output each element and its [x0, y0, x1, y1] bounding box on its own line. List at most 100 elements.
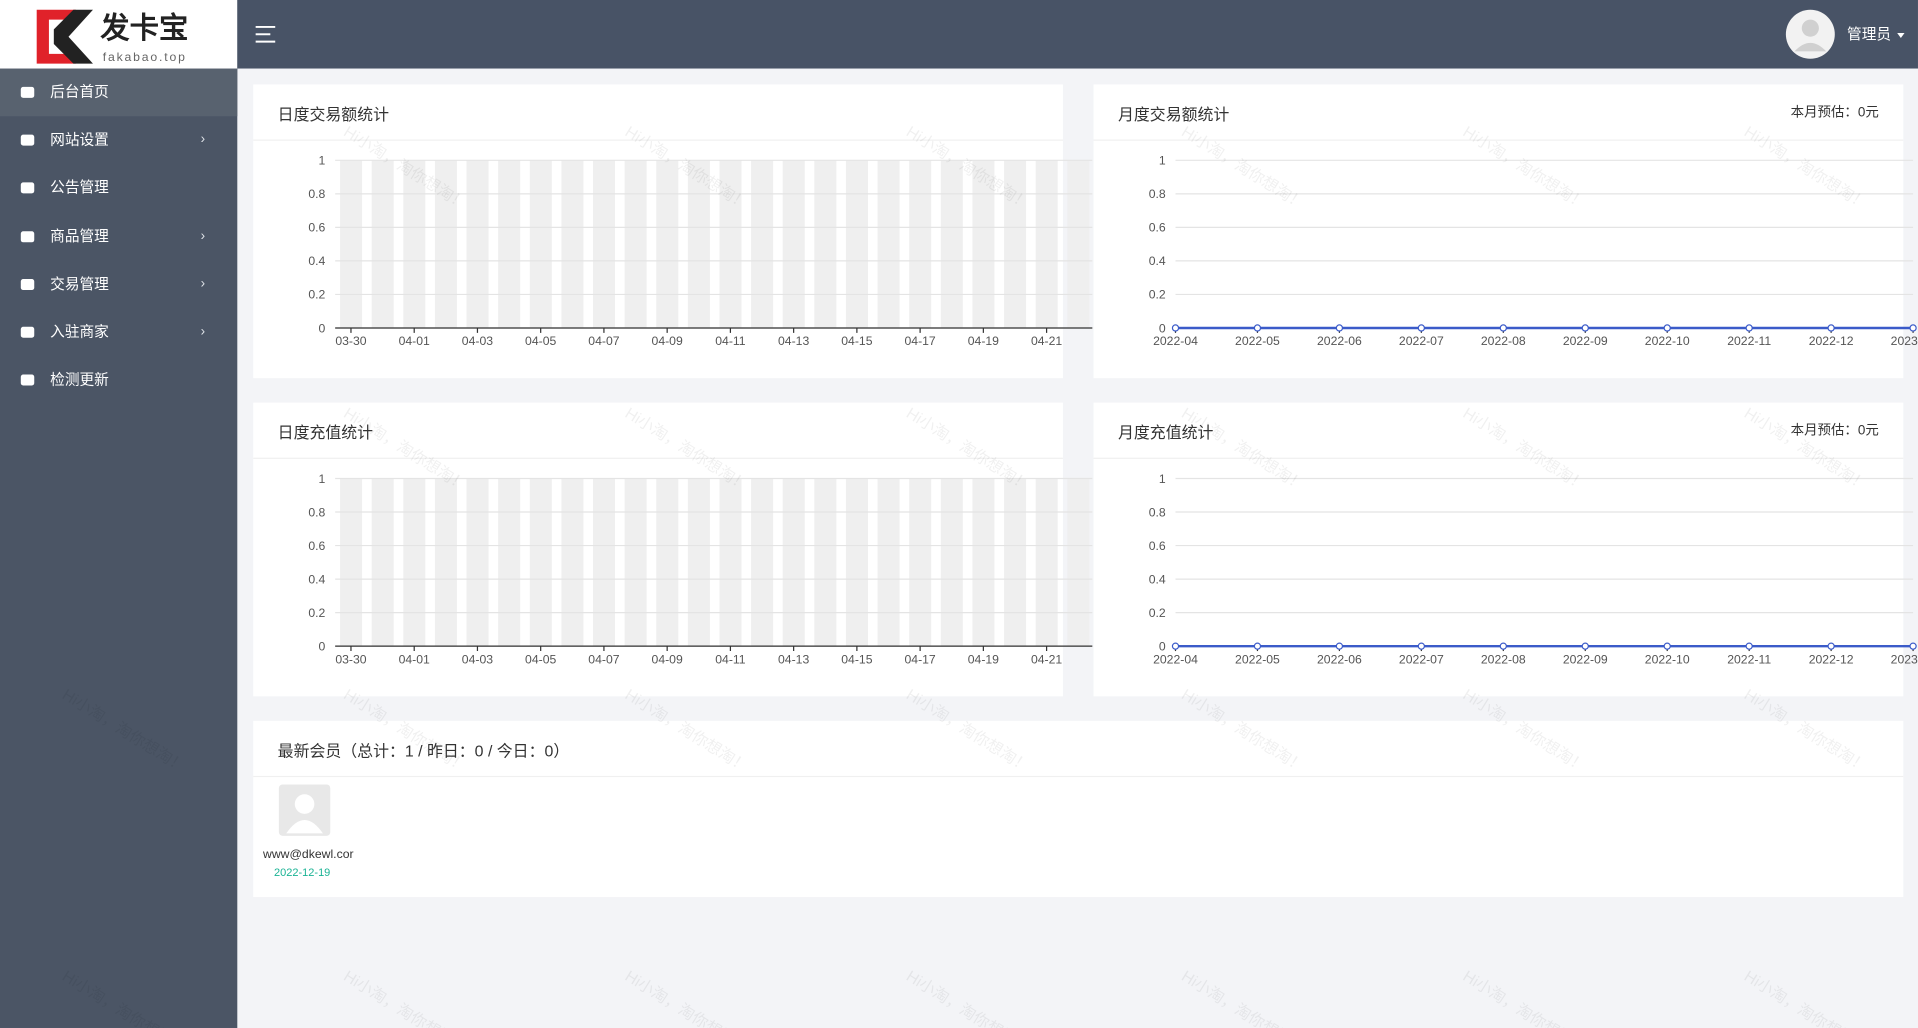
avatar-icon	[1794, 42, 1827, 52]
bar-shadow	[814, 160, 837, 328]
x-tick-label: 04-09	[652, 334, 683, 348]
bar-shadow	[751, 478, 774, 647]
bar-shadow	[972, 478, 995, 647]
y-tick-label: 0.2	[308, 606, 325, 620]
nav-item[interactable]: 后台首页	[0, 68, 238, 117]
bar-shadow	[1004, 160, 1027, 328]
nav-label: 网站设置	[50, 131, 109, 149]
logo-domain: fakabao.top	[103, 50, 187, 64]
x-tick-label: 2022-06	[1317, 652, 1362, 666]
point	[1827, 642, 1835, 650]
bar-shadow	[498, 160, 521, 328]
x-tick-label: 04-03	[462, 652, 493, 666]
point	[1581, 642, 1589, 650]
nav-item[interactable]: 入驻商家 ›	[0, 308, 237, 356]
avatar-icon	[1801, 19, 1819, 37]
x-tick-label: 2022-12	[1809, 652, 1854, 666]
point	[1745, 324, 1753, 332]
x-tick-label: 03-30	[335, 652, 366, 666]
bar-shadow	[877, 478, 900, 647]
bar-shadow	[529, 478, 552, 647]
bar-shadow	[529, 160, 552, 328]
caret	[1897, 33, 1905, 38]
point	[1253, 642, 1262, 650]
bar-shadow	[940, 478, 963, 647]
bar-shadow	[403, 160, 426, 328]
x-tick-label: 2022-11	[1727, 334, 1771, 348]
nav-icon	[20, 230, 35, 242]
x-tick-label: 2022-11	[1727, 652, 1771, 666]
x-tick-label: 04-13	[778, 334, 809, 348]
bar-shadow	[845, 160, 868, 328]
sidebar: 后台首页 网站设置 › 公告管理 商品管理 › 交易管理 › 入驻商家 › 检测更新	[0, 0, 238, 1028]
bar-shadow	[340, 478, 363, 647]
panel-title: 最新会员（总计：1 / 昨日：0 / 今日：0）	[277, 741, 570, 760]
x-tick-label: 2022-04	[1153, 334, 1198, 348]
y-tick-label: 0.6	[1149, 539, 1166, 553]
logo-mark	[53, 9, 93, 64]
nav-icon-shape	[20, 86, 35, 98]
nav-arrow: ›	[200, 324, 206, 339]
nav-item[interactable]: 交易管理 ›	[0, 260, 237, 308]
nav-icon-shape	[20, 326, 35, 338]
bar-shadow	[403, 478, 426, 647]
panel-note: 本月预估：0元	[1790, 423, 1879, 439]
y-tick-label: 0	[319, 639, 326, 653]
x-tick-label: 04-07	[588, 334, 619, 348]
y-tick-label: 0.2	[308, 288, 325, 302]
logo-mark	[36, 9, 76, 64]
x-tick-label: 2022-09	[1563, 334, 1608, 348]
nav-arrow: ›	[200, 132, 206, 148]
nav-icon-shape	[20, 374, 35, 386]
bar-shadow	[656, 160, 679, 328]
panel: 日度交易额统计 0 0.2 0.4 0.6 0.8 1 03-30 04-01 04-03 04-0…	[253, 84, 1093, 379]
watermark: Hi小淘，淘你想淘！	[1460, 967, 1590, 1028]
nav-icon	[20, 374, 35, 386]
x-tick-label: 04-15	[841, 334, 872, 348]
panel-title: 月度充值统计	[1118, 423, 1214, 442]
x-tick-label: 04-01	[399, 334, 430, 348]
point	[1499, 324, 1507, 332]
panel: 最新会员（总计：1 / 昨日：0 / 今日：0） www@dkewl.cor 202…	[253, 720, 1904, 898]
point	[1417, 642, 1426, 650]
chart: 0 0.2 0.4 0.6 0.8 1 03-30 04-01 04-03 04-05 04-07 0…	[308, 472, 1093, 666]
nav-label: 检测更新	[50, 371, 109, 389]
nav-item[interactable]: 商品管理 ›	[0, 212, 237, 260]
nav-icon-shape	[20, 230, 35, 242]
avatar-icon	[294, 794, 315, 814]
point	[1581, 324, 1589, 332]
watermark: Hi小淘，淘你想淘！	[1178, 967, 1308, 1028]
bar-shadow	[656, 478, 679, 647]
bar-shadow	[624, 478, 647, 647]
point	[1909, 642, 1917, 650]
user-name[interactable]: 管理员	[1847, 26, 1891, 43]
nav-item[interactable]: 网站设置 ›	[0, 116, 237, 164]
avatar-icon	[286, 819, 323, 834]
bar-shadow	[593, 160, 616, 328]
x-tick-label: 04-19	[968, 334, 999, 348]
chart: 0 0.2 0.4 0.6 0.8 1 2022-04 2022-05 2022-06 2022-…	[1149, 472, 1918, 667]
point	[1335, 642, 1344, 650]
nav-item[interactable]: 检测更新	[0, 356, 237, 404]
bar-shadow	[498, 478, 521, 647]
x-tick-label: 2022-08	[1481, 334, 1526, 348]
y-tick-label: 0	[319, 321, 326, 335]
bar-shadow	[434, 478, 457, 647]
nav-label: 交易管理	[50, 275, 109, 293]
menu-toggle[interactable]	[255, 25, 276, 43]
nav-item[interactable]: 公告管理	[0, 164, 237, 212]
x-tick-label: 2023-01	[1891, 652, 1918, 666]
nav-icon	[20, 326, 35, 338]
point	[1663, 642, 1671, 650]
y-tick-label: 1	[1159, 472, 1166, 486]
bar-shadow	[1004, 478, 1027, 647]
point	[1335, 324, 1344, 332]
panel-divider	[253, 139, 1063, 141]
x-tick-label: 04-17	[904, 334, 935, 348]
logo[interactable]: 发卡宝 fakabao.top	[0, 0, 238, 69]
y-tick-label: 0.8	[1149, 505, 1166, 519]
bar-shadow	[624, 160, 647, 328]
panel: 月度充值统计 本月预估：0元 0 0.2 0.4 0.6 0.8 1 2022-04 2022-0…	[1093, 402, 1918, 697]
bar-shadow	[782, 160, 805, 328]
